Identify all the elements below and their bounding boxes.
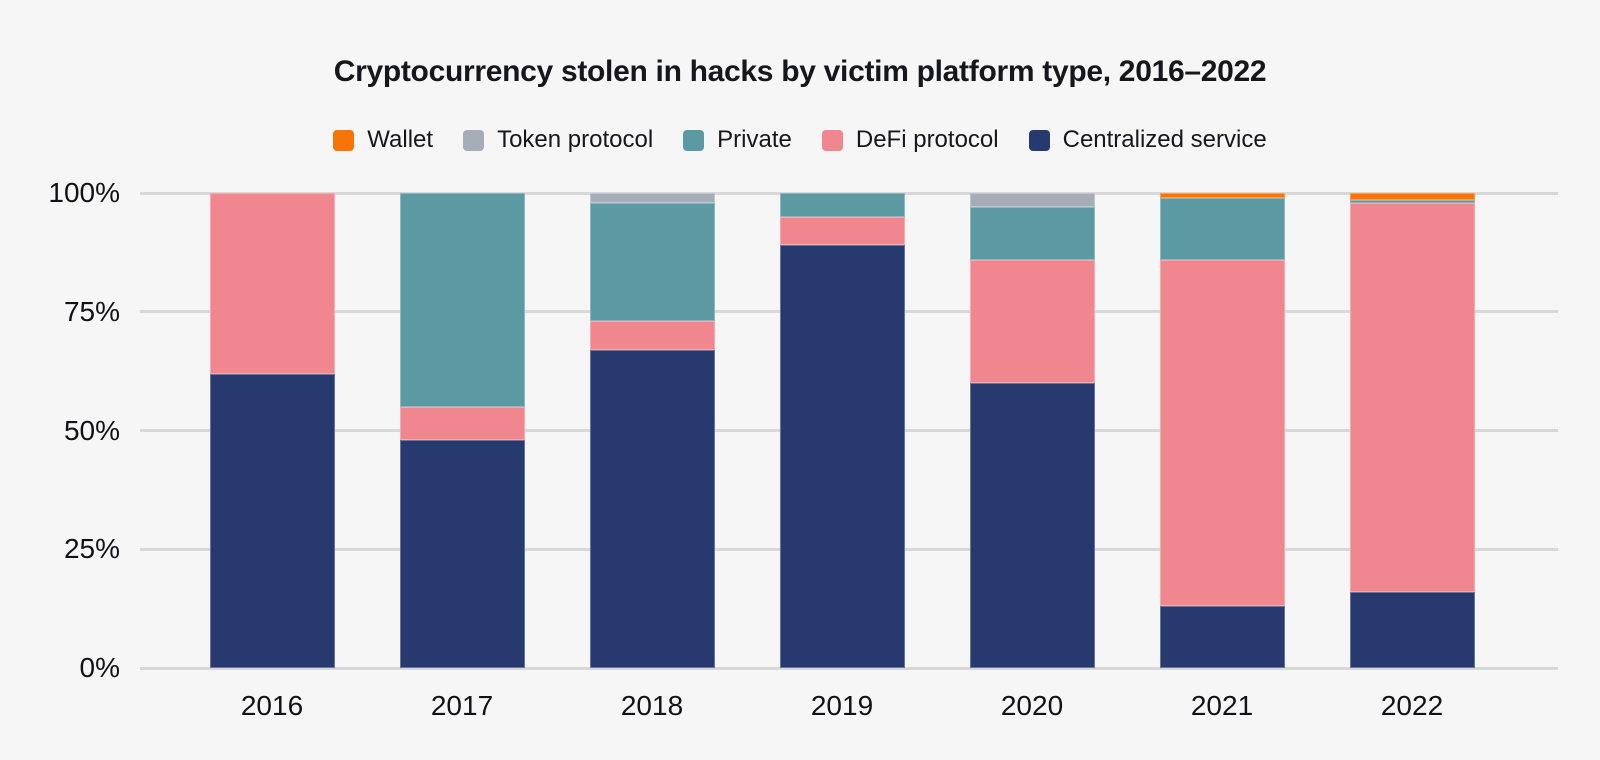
bar-segment-private-2019 — [779, 193, 905, 217]
legend-label-centralized-service: Centralized service — [1062, 126, 1267, 153]
gridline-0% — [140, 666, 1558, 670]
bar-segment-centralized-service-2019 — [779, 245, 905, 668]
legend-label-wallet: Wallet — [367, 126, 434, 153]
legend-swatch-centralized-service-icon — [1028, 129, 1050, 151]
bar-segment-token-protocol-2018 — [589, 193, 715, 203]
y-axis-tick-label-0%: 0% — [79, 652, 120, 683]
bar-2020 — [969, 193, 1095, 668]
legend-item-defi-protocol: DeFi protocol — [821, 126, 999, 154]
bar-segment-defi-protocol-2017 — [399, 406, 525, 440]
bar-segment-defi-protocol-2020 — [969, 259, 1095, 383]
y-axis-tick-label-25%: 25% — [63, 533, 120, 565]
legend-swatch-defi-protocol-icon — [821, 129, 843, 151]
bar-segment-private-2017 — [399, 193, 525, 407]
bar-segment-defi-protocol-2016 — [209, 193, 335, 374]
bar-segment-centralized-service-2021 — [1159, 606, 1285, 668]
bar-segment-wallet-2021 — [1159, 193, 1285, 198]
bar-segment-private-2018 — [589, 202, 715, 322]
bar-segment-wallet-2022 — [1349, 193, 1475, 201]
bar-2017 — [399, 193, 525, 668]
plot-area — [140, 191, 1558, 670]
bar-segment-private-2020 — [969, 207, 1095, 260]
x-axis-tick-label-2021: 2021 — [1190, 690, 1254, 721]
bar-segment-centralized-service-2016 — [209, 373, 335, 668]
bar-2019 — [779, 193, 905, 668]
bar-segment-centralized-service-2018 — [589, 349, 715, 668]
bar-segment-centralized-service-2017 — [399, 440, 525, 668]
bar-segment-centralized-service-2020 — [969, 383, 1095, 668]
x-axis-tick-label-2017: 2017 — [430, 690, 494, 721]
x-axis-tick-label-2020: 2020 — [1000, 690, 1064, 721]
bar-2016 — [209, 193, 335, 668]
bar-segment-defi-protocol-2022 — [1349, 202, 1475, 592]
bar-segment-defi-protocol-2021 — [1159, 259, 1285, 607]
bar-segment-token-protocol-2020 — [969, 193, 1095, 208]
y-axis: 0% 25% 50% 75% 100% — [0, 177, 120, 683]
bar-2022 — [1349, 193, 1475, 668]
legend-label-private: Private — [717, 126, 792, 153]
bar-segment-defi-protocol-2018 — [589, 321, 715, 350]
legend-item-private: Private — [683, 126, 792, 154]
bar-segment-centralized-service-2022 — [1349, 592, 1475, 668]
legend-item-centralized-service: Centralized service — [1028, 126, 1267, 154]
legend-swatch-token-protocol-icon — [463, 129, 485, 151]
y-axis-tick-label-100%: 100% — [48, 177, 120, 208]
legend-label-token-protocol: Token protocol — [497, 126, 654, 153]
legend-item-wallet: Wallet — [333, 126, 433, 154]
bar-segment-private-2021 — [1159, 197, 1285, 260]
bar-segment-private-2022 — [1349, 200, 1475, 203]
legend-label-defi-protocol: DeFi protocol — [855, 126, 999, 153]
bar-segment-defi-protocol-2019 — [779, 216, 905, 246]
x-axis-tick-label-2016: 2016 — [240, 690, 304, 721]
bar-2018 — [589, 193, 715, 668]
legend-swatch-private-icon — [683, 129, 705, 151]
chart-title: Cryptocurrency stolen in hacks by victim… — [333, 55, 1267, 88]
legend-swatch-wallet-icon — [333, 129, 355, 151]
legend: Wallet Token protocol Private DeFi protocol… — [0, 126, 1600, 154]
bar-2021 — [1159, 193, 1285, 668]
y-axis-tick-label-50%: 50% — [63, 414, 120, 446]
y-axis-tick-label-75%: 75% — [63, 295, 120, 327]
legend-item-token-protocol: Token protocol — [463, 126, 653, 154]
x-axis-tick-label-2018: 2018 — [620, 690, 684, 721]
x-axis-tick-label-2019: 2019 — [810, 690, 874, 721]
x-axis: 2016 2017 2018 2019 2020 2021 2022 — [0, 690, 1600, 730]
x-axis-tick-label-2022: 2022 — [1380, 690, 1444, 721]
